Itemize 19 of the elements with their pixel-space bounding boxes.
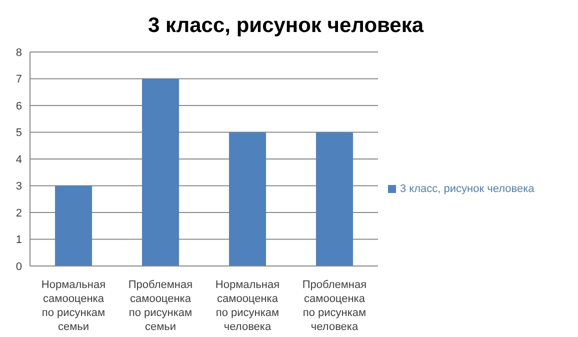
x-tick-label: Проблемная самооценка по рисункам семьи [128, 279, 193, 333]
bar [316, 132, 353, 266]
y-tick-label: 8 [16, 46, 22, 59]
bar [142, 78, 179, 266]
y-tick-label: 6 [16, 100, 22, 112]
bar [229, 132, 266, 266]
y-tick-label: 0 [16, 260, 22, 273]
bar [55, 186, 92, 266]
y-tick-label: 1 [16, 234, 22, 246]
y-tick-label: 2 [16, 207, 22, 220]
chart-title: 3 класс, рисунок человека [147, 13, 425, 39]
legend-label: 3 класс, рисунок человека [400, 183, 534, 195]
y-tick-label: 4 [16, 154, 22, 166]
x-tick-label: Нормальная самооценка по рисункам семьи [41, 279, 106, 333]
x-tick-label: Нормальная самооценка по рисункам человека [215, 279, 280, 333]
y-tick-label: 5 [16, 127, 22, 140]
x-tick-label: Проблемная самооценка по рисункам человека [302, 279, 367, 333]
y-tick-label: 3 [16, 180, 22, 193]
y-tick-label: 7 [16, 74, 22, 86]
